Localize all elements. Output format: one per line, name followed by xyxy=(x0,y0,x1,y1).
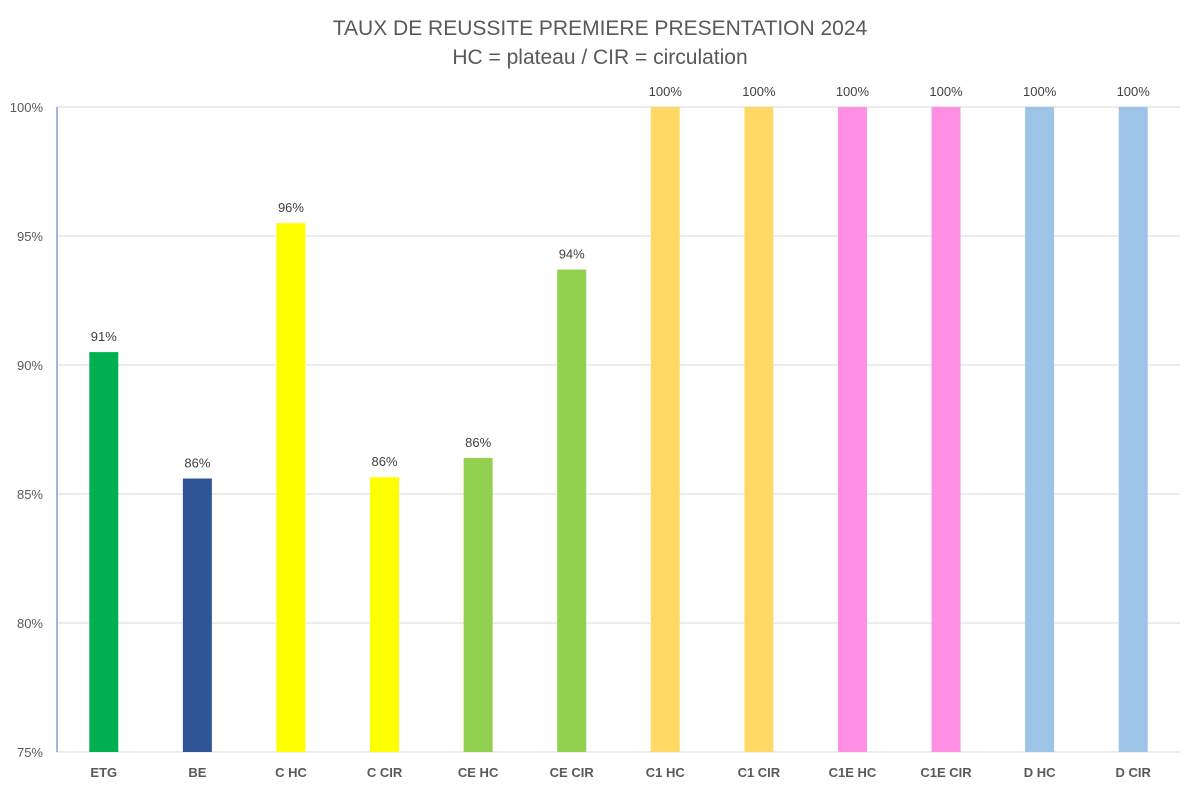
bar xyxy=(1025,107,1055,752)
data-label: 100% xyxy=(742,84,776,99)
x-category-label: CE HC xyxy=(458,765,499,780)
bars xyxy=(89,107,1148,753)
x-category-label: ETG xyxy=(90,765,117,780)
x-category-label: C1 HC xyxy=(646,765,686,780)
bar xyxy=(557,269,587,752)
x-category-label: CE CIR xyxy=(550,765,595,780)
data-label: 91% xyxy=(91,329,117,344)
x-category-label: BE xyxy=(188,765,206,780)
data-label: 100% xyxy=(929,84,963,99)
x-category-label: D HC xyxy=(1024,765,1056,780)
bar xyxy=(1118,107,1148,752)
data-label: 100% xyxy=(1023,84,1057,99)
bar xyxy=(744,107,774,752)
data-label: 94% xyxy=(559,247,585,262)
x-category-label: C CIR xyxy=(367,765,403,780)
bar xyxy=(89,352,119,752)
data-label: 86% xyxy=(372,454,398,469)
y-tick-label: 95% xyxy=(17,229,43,244)
data-label: 100% xyxy=(649,84,683,99)
bar xyxy=(370,477,400,752)
bar xyxy=(931,107,961,752)
chart-title: TAUX DE REUSSITE PREMIERE PRESENTATION 2… xyxy=(332,17,868,40)
bar xyxy=(463,457,493,752)
bar xyxy=(650,107,680,752)
y-tick-label: 90% xyxy=(17,358,43,373)
y-tick-label: 85% xyxy=(17,487,43,502)
x-category-label: C1 CIR xyxy=(738,765,781,780)
chart-title-block: TAUX DE REUSSITE PREMIERE PRESENTATION 2… xyxy=(0,14,1200,72)
y-tick-label: 100% xyxy=(10,100,44,115)
gridlines xyxy=(56,106,1180,753)
data-label: 86% xyxy=(184,456,210,471)
data-label: 86% xyxy=(465,435,491,450)
bar xyxy=(182,478,212,752)
x-category-label: C1E CIR xyxy=(920,765,972,780)
bar xyxy=(837,107,867,752)
x-category-label: C HC xyxy=(275,765,307,780)
y-tick-label: 75% xyxy=(17,745,43,760)
y-tick-label: 80% xyxy=(17,616,43,631)
bar xyxy=(276,223,306,753)
chart-subtitle: HC = plateau / CIR = circulation xyxy=(452,46,748,69)
data-label: 100% xyxy=(1117,84,1151,99)
data-label: 96% xyxy=(278,200,304,215)
x-category-label: C1E HC xyxy=(829,765,877,780)
data-label: 100% xyxy=(836,84,870,99)
labels: 75% 80% 85% 90% 95% 100% 91% ETG 86% BE 96% C HC 86%… xyxy=(10,84,1152,780)
x-category-label: D CIR xyxy=(1116,765,1152,780)
